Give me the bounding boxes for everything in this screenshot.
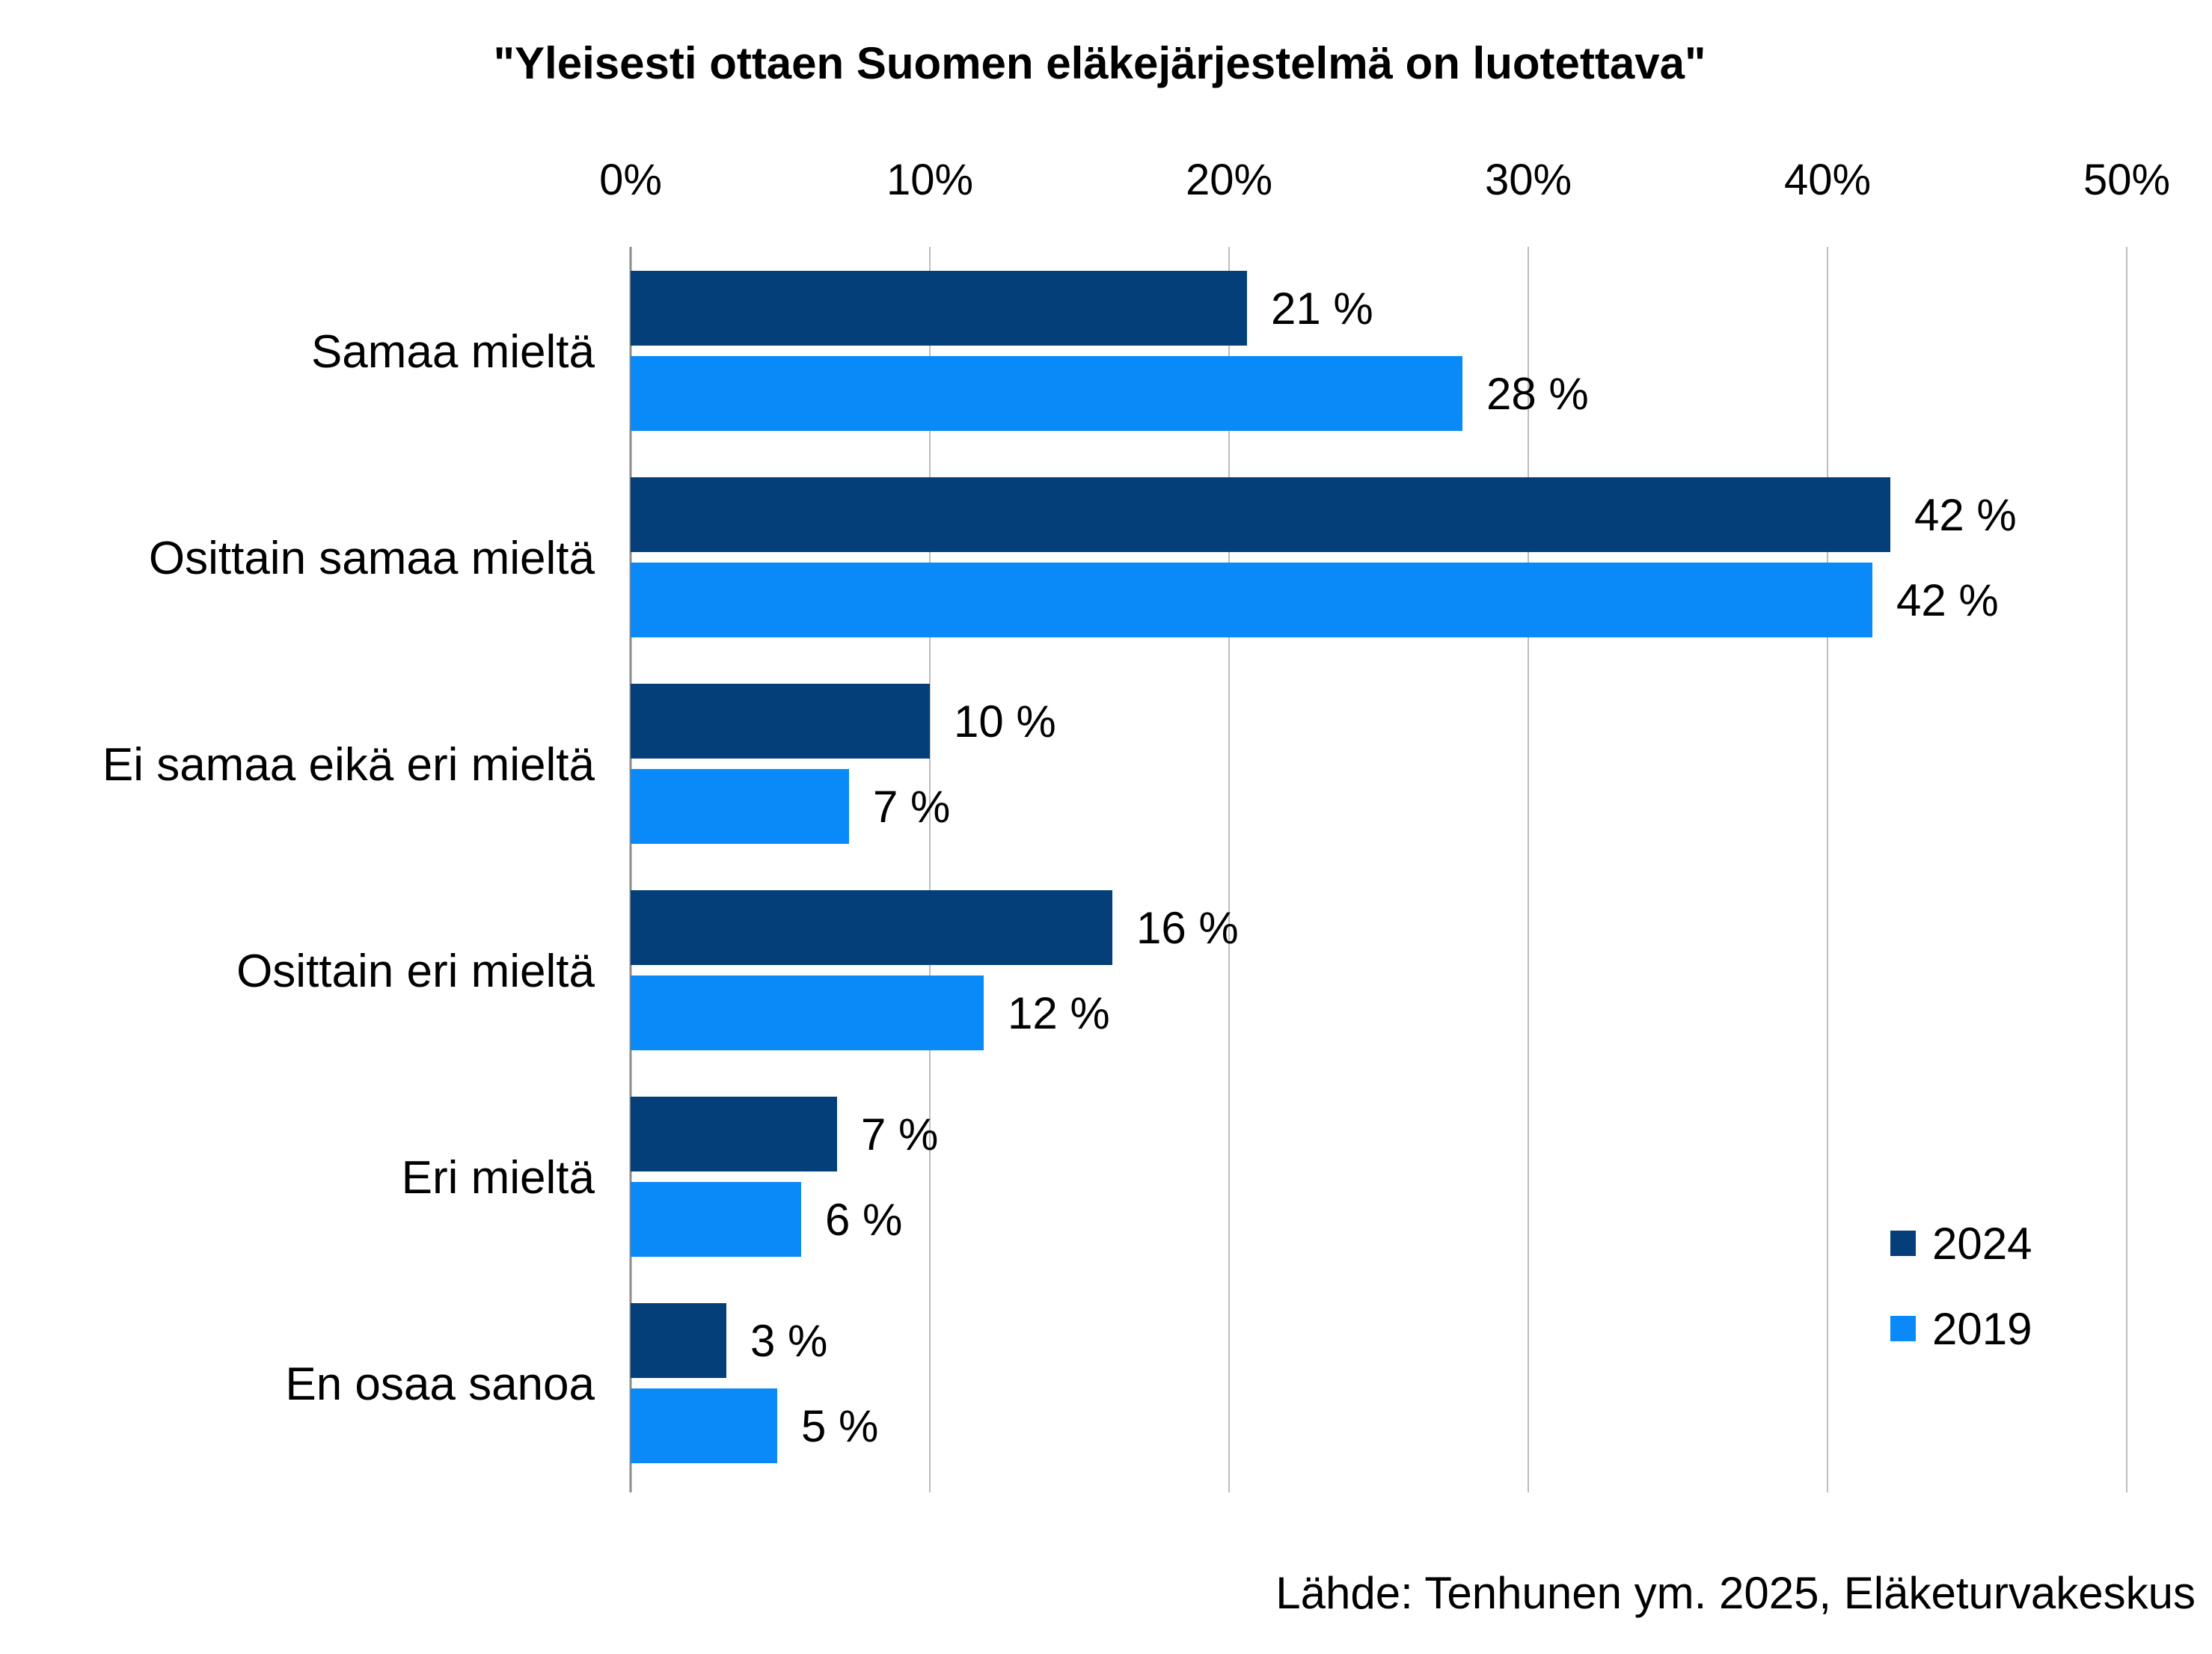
bar-2024 xyxy=(631,890,1112,965)
category-label: Eri mieltä xyxy=(402,1152,595,1204)
x-tick-label: 40% xyxy=(1784,156,1871,204)
x-tick-label: 50% xyxy=(2083,156,2170,204)
data-label: 16 % xyxy=(1136,903,1239,953)
bar-2019 xyxy=(631,975,984,1050)
bar-2024 xyxy=(631,684,930,759)
bars xyxy=(631,271,1890,1463)
x-tick-label: 0% xyxy=(599,156,662,204)
bar-2019 xyxy=(631,769,849,844)
data-label: 42 % xyxy=(1896,575,1999,625)
x-tick-label: 10% xyxy=(886,156,973,204)
x-tick-label: 20% xyxy=(1186,156,1272,204)
grid-lines xyxy=(629,247,2127,1492)
data-label: 21 % xyxy=(1271,284,1373,334)
x-tick-label: 30% xyxy=(1485,156,1572,204)
data-label: 28 % xyxy=(1486,369,1589,419)
data-labels: 21 %28 %42 %42 %10 %7 %16 %12 %7 %6 %3 %… xyxy=(750,284,2017,1451)
category-label: Ei samaa eikä eri mieltä xyxy=(102,739,595,791)
bar-2024 xyxy=(631,1097,837,1171)
bar-2024 xyxy=(631,271,1247,346)
legend-swatch xyxy=(1890,1231,1916,1256)
bar-2019 xyxy=(631,1388,777,1463)
bar-2019 xyxy=(631,1182,801,1257)
data-label: 42 % xyxy=(1914,490,2017,540)
chart-title: "Yleisesti ottaen Suomen eläkejärjestelm… xyxy=(494,38,1706,88)
bar-2019 xyxy=(631,563,1872,637)
x-axis-ticks: 0% 10% 20% 30% 40% 50% xyxy=(599,156,2170,204)
data-label: 7 % xyxy=(861,1109,938,1160)
bar-2024 xyxy=(631,477,1890,552)
data-label: 7 % xyxy=(873,782,950,832)
legend: 2024 2019 xyxy=(1890,1219,2032,1354)
source-note: Lähde: Tenhunen ym. 2025, Eläketurvakesk… xyxy=(1275,1568,2196,1618)
legend-swatch xyxy=(1890,1316,1916,1341)
bar-2019 xyxy=(631,356,1462,431)
data-label: 5 % xyxy=(801,1401,878,1451)
category-label: En osaa sanoa xyxy=(285,1359,595,1410)
legend-label: 2024 xyxy=(1932,1219,2032,1269)
category-label: Osittain samaa mieltä xyxy=(149,533,595,584)
data-label: 10 % xyxy=(954,696,1056,747)
category-label: Samaa mieltä xyxy=(311,326,595,378)
legend-label: 2019 xyxy=(1932,1304,2032,1354)
bar-2024 xyxy=(631,1303,726,1378)
data-label: 12 % xyxy=(1008,988,1110,1038)
category-labels: Samaa mieltä Osittain samaa mieltä Ei sama… xyxy=(102,326,595,1410)
data-label: 3 % xyxy=(750,1316,827,1366)
data-label: 6 % xyxy=(825,1195,902,1245)
category-label: Osittain eri mieltä xyxy=(236,946,595,997)
